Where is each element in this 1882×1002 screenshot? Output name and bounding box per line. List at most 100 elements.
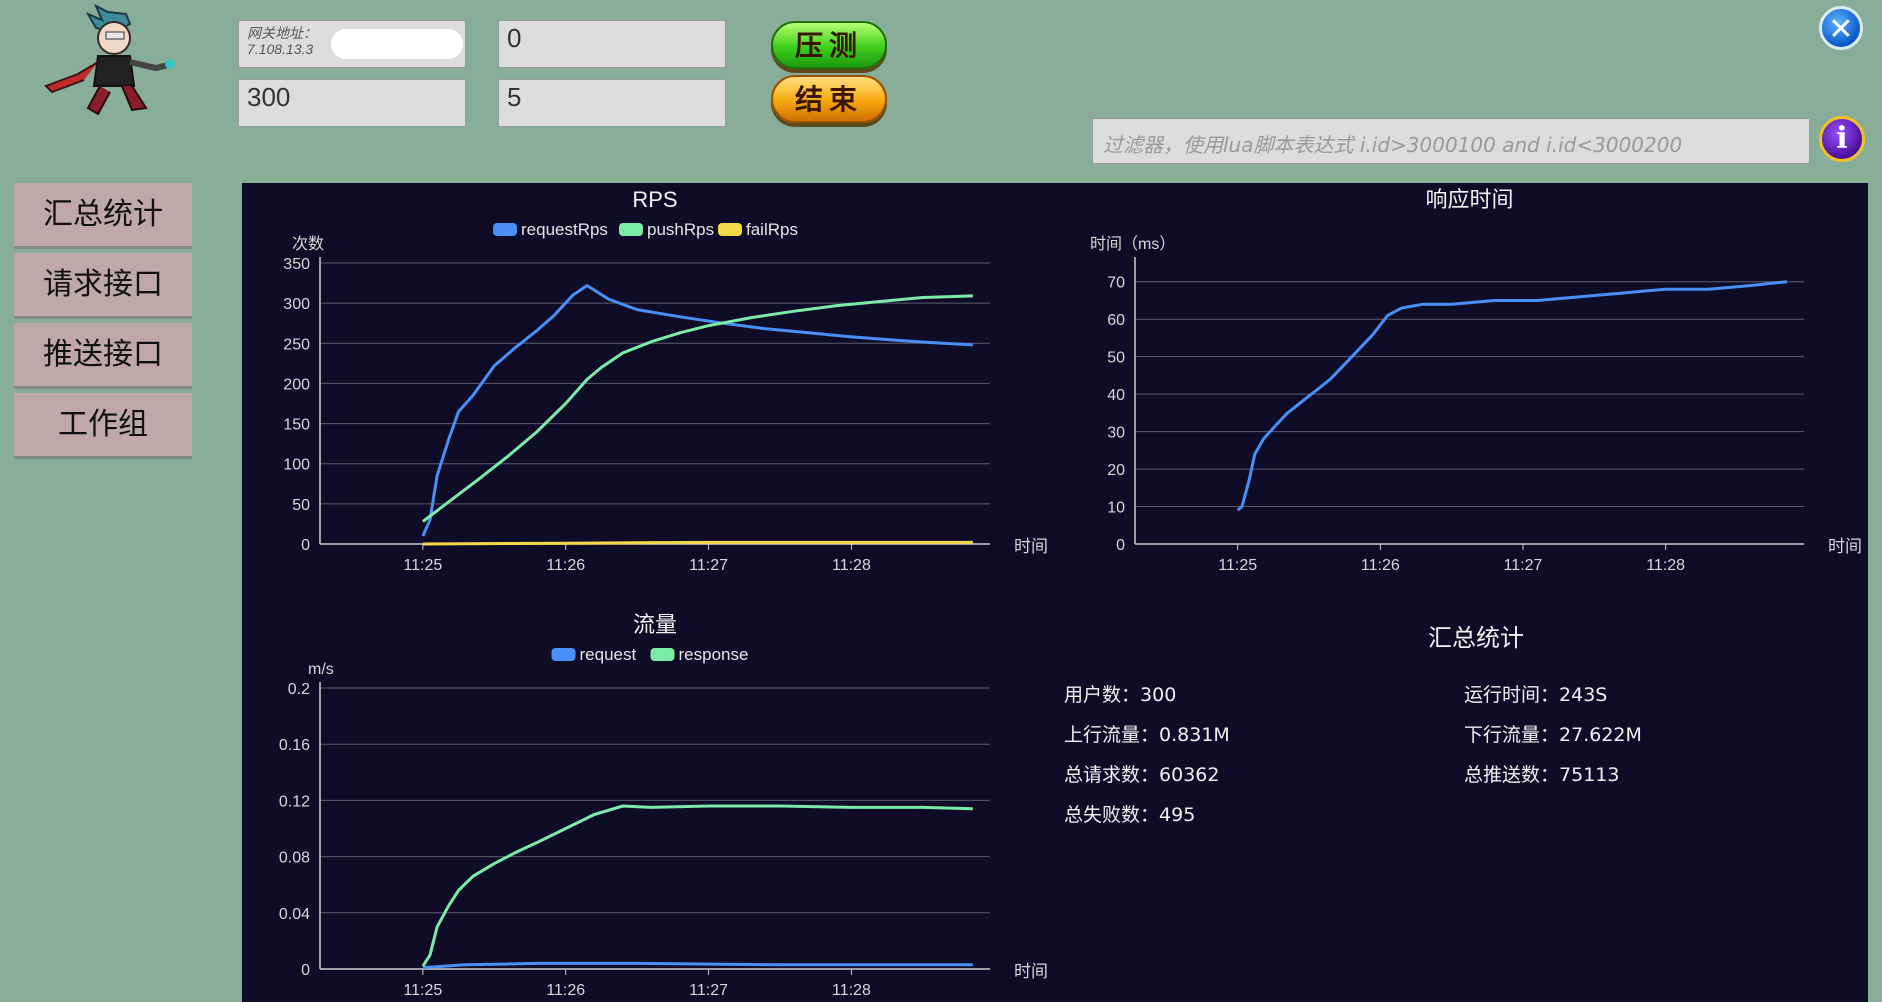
y-axis-label: 次数	[292, 235, 324, 253]
series-line	[421, 284, 973, 537]
series-line	[421, 804, 973, 968]
y-tick-label: 250	[283, 336, 310, 353]
stat-value: 75113	[1559, 764, 1620, 786]
y-tick-label: 0	[301, 537, 310, 554]
y-tick-label: 350	[283, 256, 310, 273]
stat-value: 60362	[1159, 764, 1220, 786]
y-tick-label: 0	[1116, 537, 1125, 554]
stat-pushes: 总推送数：75113	[1464, 760, 1619, 787]
param-input-1[interactable]: 0	[498, 20, 726, 68]
stat-value: 0.831M	[1159, 724, 1230, 746]
y-axis-label: 时间（ms）	[1090, 235, 1175, 253]
info-icon[interactable]: i	[1819, 116, 1865, 162]
user-count-input[interactable]: 300	[238, 79, 466, 127]
y-tick-label: 10	[1107, 500, 1125, 517]
y-tick-label: 20	[1107, 462, 1125, 479]
dashboard-panel: RPS 次数 0 50 100 150 200 250 300 350 11:25 11:26 11:2…	[242, 183, 1868, 1002]
nav-summary-button[interactable]: 汇总统计	[14, 183, 192, 249]
y-tick-label: 200	[283, 376, 310, 393]
nav-workgroup-button[interactable]: 工作组	[14, 393, 192, 459]
y-tick-label: 0	[301, 962, 310, 979]
stat-value: 27.622M	[1559, 724, 1642, 746]
legend-swatch	[718, 223, 742, 236]
stat-value: 300	[1140, 684, 1177, 706]
x-tick-label: 11:26	[546, 982, 585, 999]
x-tick-label: 11:28	[832, 982, 871, 999]
series-line	[422, 540, 973, 546]
stat-upstream: 上行流量：0.831M	[1064, 720, 1230, 747]
stat-label: 下行流量：	[1464, 724, 1560, 746]
legend-swatch	[650, 648, 675, 661]
x-tick-label: 11:25	[403, 557, 442, 574]
gateway-field[interactable]: 网关地址： 7.108.13.3	[238, 20, 466, 68]
x-axis-label: 时间	[1014, 962, 1048, 981]
stat-failures: 总失败数：495	[1064, 800, 1195, 827]
stat-label: 运行时间：	[1464, 684, 1560, 706]
y-tick-label: 0.16	[279, 737, 310, 754]
x-tick-label: 11:26	[1361, 557, 1400, 574]
y-tick-label: 60	[1107, 312, 1125, 329]
y-tick-label: 100	[283, 457, 310, 474]
series-line	[1236, 280, 1788, 512]
legend-label: failRps	[746, 220, 798, 239]
stat-label: 上行流量：	[1064, 724, 1160, 746]
legend-label: requestRps	[521, 220, 608, 239]
chart-title: RPS	[632, 187, 677, 212]
legend-label: pushRps	[647, 220, 714, 239]
x-tick-label: 11:27	[1504, 557, 1543, 574]
legend-label: response	[679, 645, 749, 664]
start-test-button[interactable]: 压测	[771, 21, 887, 69]
y-tick-label: 50	[292, 497, 310, 514]
stat-requests: 总请求数：60362	[1064, 760, 1219, 787]
x-tick-label: 11:28	[1646, 557, 1685, 574]
nav-push-button[interactable]: 推送接口	[14, 323, 192, 389]
stat-label: 总请求数：	[1064, 764, 1160, 786]
x-tick-label: 11:28	[832, 557, 871, 574]
x-tick-label: 11:25	[1218, 557, 1257, 574]
x-axis-label: 时间	[1014, 537, 1048, 556]
x-tick-label: 11:27	[689, 982, 728, 999]
y-axis-label: m/s	[308, 661, 334, 678]
mascot-logo-icon	[44, 4, 175, 116]
filter-input[interactable]: 过滤器，使用lua脚本表达式 i.id>3000100 and i.id<300…	[1092, 118, 1810, 164]
legend-label: request	[580, 645, 637, 664]
legend-swatch	[551, 648, 576, 661]
y-tick-label: 50	[1107, 350, 1125, 367]
legend-swatch	[619, 223, 643, 236]
y-tick-label: 0.04	[279, 906, 310, 923]
y-tick-label: 0.08	[279, 850, 310, 867]
stat-runtime: 运行时间：243S	[1464, 680, 1607, 707]
series-line	[422, 961, 973, 970]
y-tick-label: 150	[283, 417, 310, 434]
chart-title: 响应时间	[1425, 187, 1513, 212]
y-tick-label: 40	[1107, 387, 1125, 404]
series-line	[421, 294, 973, 523]
y-tick-label: 70	[1107, 275, 1125, 292]
gateway-label: 网关地址：	[247, 25, 317, 41]
nav-request-button[interactable]: 请求接口	[14, 253, 192, 319]
x-tick-label: 11:27	[689, 557, 728, 574]
y-tick-label: 0.12	[279, 793, 310, 810]
close-icon[interactable]: ✕	[1819, 6, 1863, 50]
stat-label: 用户数：	[1064, 684, 1141, 706]
x-tick-label: 11:26	[546, 557, 585, 574]
redaction-blob	[331, 29, 463, 59]
stat-users: 用户数：300	[1064, 680, 1176, 707]
y-tick-label: 0.2	[288, 681, 310, 698]
param-input-2[interactable]: 5	[498, 79, 726, 127]
stop-test-button[interactable]: 结束	[771, 75, 887, 123]
summary-title: 汇总统计	[1428, 624, 1524, 652]
stat-value: 495	[1159, 804, 1196, 826]
x-tick-label: 11:25	[403, 982, 442, 999]
y-tick-label: 30	[1107, 425, 1125, 442]
chart-title: 流量	[633, 612, 677, 637]
stat-downstream: 下行流量：27.622M	[1464, 720, 1642, 747]
gateway-value: 7.108.13.3	[247, 41, 314, 57]
legend-swatch	[493, 223, 517, 236]
x-axis-label: 时间	[1828, 537, 1862, 556]
y-tick-label: 300	[283, 296, 310, 313]
stat-value: 243S	[1559, 684, 1608, 706]
stat-label: 总推送数：	[1464, 764, 1560, 786]
stat-label: 总失败数：	[1064, 804, 1160, 826]
